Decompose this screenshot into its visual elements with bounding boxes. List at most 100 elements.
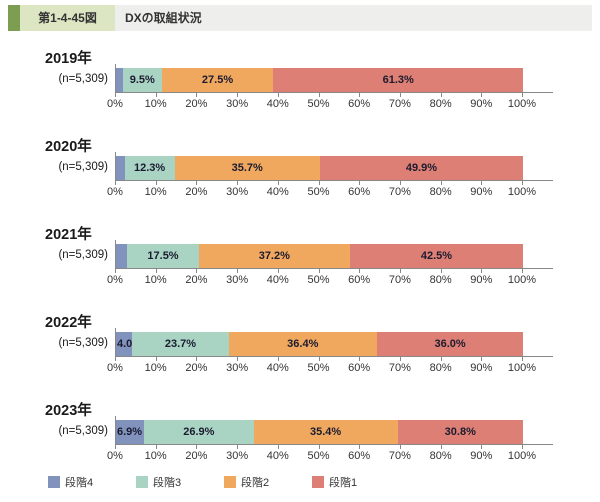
segment-label: 23.7% (164, 338, 197, 350)
axis-baseline (115, 356, 553, 357)
axis-tick (196, 269, 198, 273)
segment-label: 12.3% (133, 162, 166, 174)
year-block: 2020年 (n=5,309) 12.3% 35.7% 49.9% 0% 10% 20% 30%… (0, 135, 600, 223)
axis-tick (399, 357, 401, 361)
axis-tick-label: 20% (185, 98, 208, 110)
axis-tick (115, 357, 116, 361)
bar-segment: 27.5% (161, 68, 274, 92)
axis-baseline (115, 180, 553, 181)
axis-tick-label: 50% (307, 362, 330, 374)
axis-vline (115, 152, 116, 181)
axis-tick (359, 181, 361, 185)
axis-tick (481, 269, 483, 273)
axis-baseline (115, 92, 553, 93)
figure-header: 第1-4-45図 DXの取組状況 (8, 5, 592, 31)
segment-label: 27.5% (201, 74, 234, 86)
axis-tick (359, 445, 361, 449)
legend-swatch (136, 476, 148, 488)
axis-tick-label: 70% (388, 450, 411, 462)
segment-label: 17.5% (147, 250, 179, 262)
axis-tick-label: 0% (107, 274, 123, 286)
bar-segment: 36.0% (376, 332, 523, 356)
axis-tick-label: 100% (507, 362, 537, 374)
sample-size-label: (n=5,309) (58, 73, 108, 85)
bar-segment: 30.8% (397, 420, 523, 444)
axis-tick (196, 181, 198, 185)
axis-tick-label: 80% (429, 98, 452, 110)
axis-tick-label: 60% (348, 186, 371, 198)
legend-label: 段階2 (241, 477, 270, 489)
axis-tick (155, 445, 157, 449)
figure-number-label: 第1-4-45図 (20, 5, 115, 31)
axis-tick (522, 357, 523, 361)
axis-tick-label: 80% (429, 186, 452, 198)
bar-segment: 12.3% (124, 156, 175, 180)
axis-tick (481, 445, 483, 449)
stacked-bar: 12.3% 35.7% 49.9% (116, 156, 523, 180)
legend-swatch (224, 476, 236, 488)
stacked-bar: 9.5% 27.5% 61.3% (116, 68, 523, 92)
axis-tick-label: 30% (226, 450, 249, 462)
segment-label: 37.2% (258, 250, 290, 262)
axis-tick-label: 70% (388, 274, 411, 286)
axis-tick-label: 0% (107, 98, 123, 110)
sample-size-label: (n=5,309) (58, 161, 108, 173)
axis-tick (196, 93, 198, 97)
axis-tick-label: 70% (388, 362, 411, 374)
segment-label: 30.8% (444, 426, 476, 438)
bar-segment: 26.9% (144, 420, 254, 444)
axis-tick (196, 445, 198, 449)
sample-size-label: (n=5,309) (58, 337, 108, 349)
axis-tick (440, 93, 442, 97)
axis-tick-label: 50% (307, 274, 330, 286)
bar-segment: 6.9% (116, 420, 145, 444)
legend-label: 段階1 (329, 477, 358, 489)
axis-tick (277, 357, 279, 361)
segment-label: 35.7% (231, 162, 263, 174)
axis-tick (481, 93, 483, 97)
axis-tick (196, 357, 198, 361)
axis-tick (440, 357, 442, 361)
bar-segment: 36.4% (228, 332, 377, 356)
legend-swatch (48, 476, 60, 488)
bar-segment: 42.5% (350, 244, 523, 268)
axis-tick-label: 30% (226, 362, 249, 374)
bar-segment: 35.4% (253, 420, 398, 444)
segment-label: 36.4% (287, 338, 319, 350)
axis-tick-label: 100% (507, 98, 537, 110)
axis-baseline (115, 268, 553, 269)
axis-tick (318, 93, 320, 97)
axis-tick (237, 357, 239, 361)
segment-label: 35.4% (309, 426, 342, 438)
axis-tick (155, 93, 157, 97)
year-title: 2022年 (45, 315, 92, 331)
axis-tick (522, 445, 523, 449)
year-title: 2020年 (45, 139, 92, 155)
axis-tick (522, 269, 523, 273)
legend-item: 段階3 (136, 474, 181, 490)
axis-tick (155, 269, 157, 273)
axis-tick (359, 93, 361, 97)
axis-tick (399, 445, 401, 449)
axis-tick-label: 60% (348, 98, 371, 110)
axis-tick (237, 445, 239, 449)
legend-item: 段階4 (48, 474, 93, 490)
axis-tick-label: 60% (348, 450, 371, 462)
axis-tick-label: 30% (226, 98, 249, 110)
axis-tick (155, 181, 157, 185)
axis-tick-label: 20% (185, 362, 208, 374)
header-accent-bar (8, 5, 20, 31)
axis-tick (481, 357, 483, 361)
axis-tick (115, 269, 116, 273)
axis-tick (481, 181, 483, 185)
axis-tick-label: 90% (470, 274, 493, 286)
axis-tick-label: 30% (226, 186, 249, 198)
axis-tick (440, 445, 442, 449)
bar-segment: 9.5% (122, 68, 162, 92)
sample-size-label: (n=5,309) (58, 249, 108, 261)
segment-label: 42.5% (420, 250, 453, 262)
axis-tick-label: 90% (470, 98, 493, 110)
year-title: 2021年 (45, 227, 92, 243)
axis-tick-label: 100% (507, 186, 537, 198)
segment-label: 49.9% (405, 162, 438, 174)
